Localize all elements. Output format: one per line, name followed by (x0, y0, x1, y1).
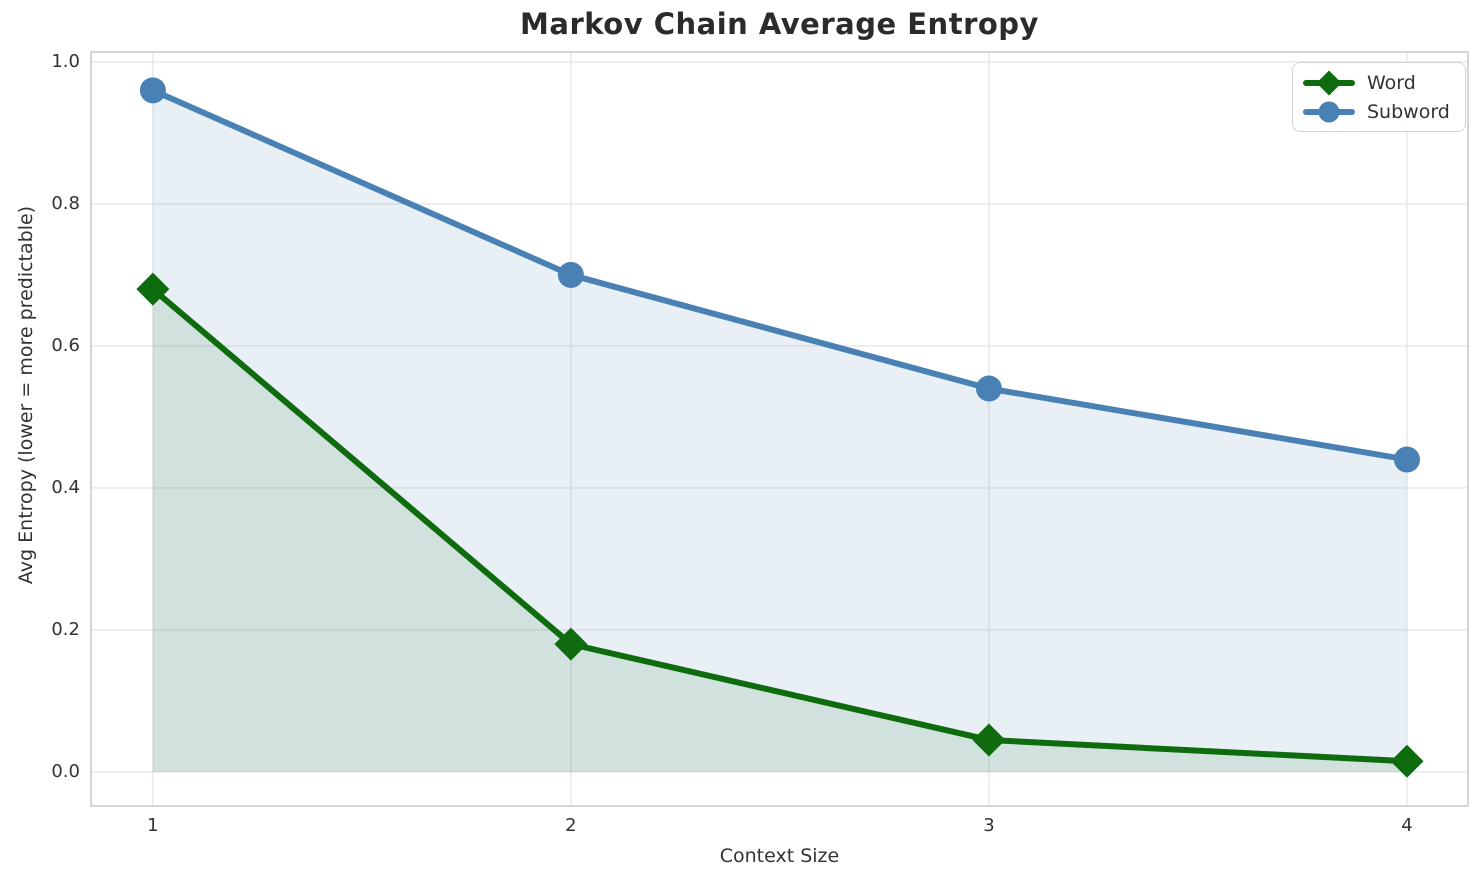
area-fill-word (152, 289, 1407, 772)
x-tick-label: 1 (147, 815, 159, 836)
plot-border (90, 51, 1469, 807)
y-tick-label: 0.8 (51, 192, 80, 214)
data-point-word (972, 723, 1006, 757)
legend-item-word: Word (1303, 68, 1455, 97)
data-point-subword (557, 261, 584, 288)
data-point-word (136, 272, 170, 306)
data-point-word (554, 627, 588, 661)
circle-marker-icon (1303, 101, 1355, 122)
y-tick-label: 0.4 (51, 476, 80, 498)
chart-title: Markov Chain Average Entropy (520, 7, 1039, 41)
data-point-subword (975, 375, 1002, 402)
line-word (149, 286, 1410, 765)
data-point-word (1390, 744, 1424, 778)
area-fill-subword (152, 90, 1407, 772)
legend-item-subword: Subword (1303, 97, 1455, 126)
x-tick-label: 4 (1401, 815, 1413, 836)
y-tick-label: 0.0 (51, 760, 80, 782)
data-point-subword (1393, 446, 1420, 473)
x-tick-label: 2 (565, 815, 577, 836)
legend: Word Subword (1292, 62, 1466, 132)
legend-label-word: Word (1367, 71, 1416, 94)
line-subword (149, 87, 1410, 463)
diamond-marker-icon (1303, 70, 1355, 95)
data-point-subword (139, 77, 166, 104)
y-tick-label: 0.2 (51, 618, 80, 640)
y-tick-label: 0.6 (51, 334, 80, 356)
x-tick-label: 3 (983, 815, 995, 836)
x-axis-label: Context Size (719, 845, 840, 867)
legend-label-subword: Subword (1367, 100, 1450, 123)
y-tick-label: 1.0 (51, 50, 80, 72)
